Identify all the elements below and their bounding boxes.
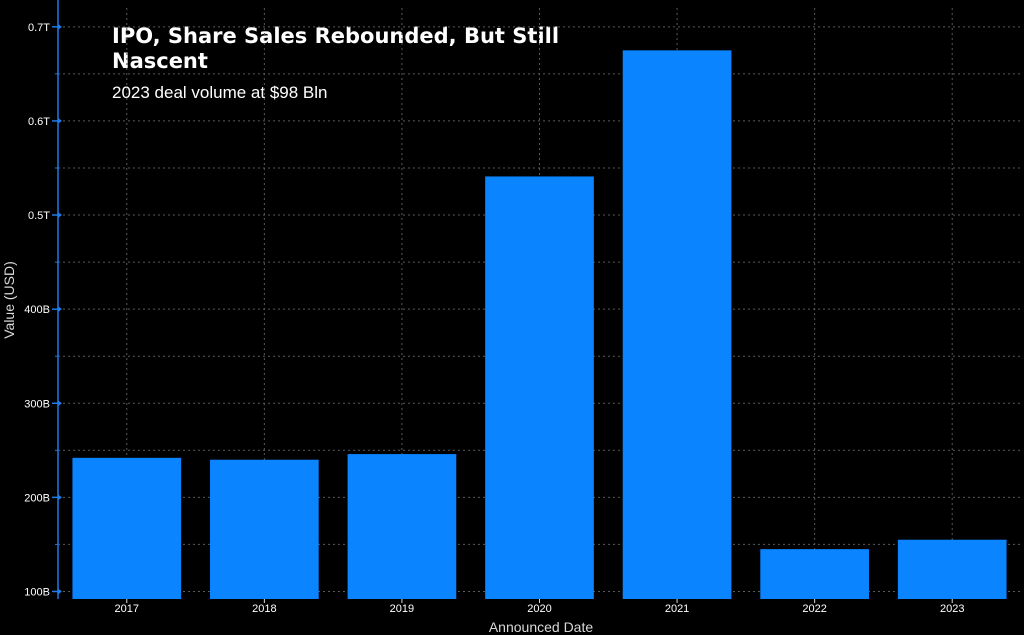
y-tick-label: 300B (24, 398, 50, 410)
x-tick-label: 2018 (252, 603, 276, 615)
y-tick-arrow (58, 306, 62, 313)
x-tick-label: 2020 (527, 603, 551, 615)
bars (72, 50, 1007, 599)
x-axis: 2017 2018 2019 2020 2021 2022 2023 (115, 599, 964, 615)
y-tick-label: 0.5T (28, 210, 50, 222)
x-tick-label: 2021 (665, 603, 689, 615)
y-tick-arrow (58, 494, 62, 501)
bar-2019 (347, 454, 457, 599)
x-axis-label: Announced Date (489, 619, 594, 635)
y-tick-label: 0.6T (28, 116, 50, 128)
y-axis-label: Value (USD) (1, 261, 17, 339)
y-tick-label: 0.7T (28, 22, 50, 34)
y-tick-arrow (58, 117, 62, 124)
y-tick-label: 100B (24, 586, 50, 598)
y-tick-arrow (58, 212, 62, 219)
y-axis: 100B 200B 300B 400B 0.5T 0.6T 0.7T (24, 0, 62, 599)
y-tick-label: 200B (24, 492, 50, 504)
y-tick-arrow (58, 588, 62, 595)
y-tick-arrow (58, 23, 62, 30)
y-tick-label: 400B (24, 304, 50, 316)
x-tick-label: 2019 (390, 603, 414, 615)
y-tick-arrow (58, 400, 62, 407)
x-tick-label: 2022 (802, 603, 826, 615)
chart-title: IPO, Share Sales Rebounded, But Still Na… (112, 24, 560, 73)
bar-2022 (760, 549, 869, 599)
bar-2017 (72, 457, 182, 599)
bar-2018 (210, 459, 319, 599)
x-tick-label: 2023 (940, 603, 964, 615)
bar-2020 (485, 176, 594, 599)
bar-2021 (622, 50, 732, 599)
chart-subtitle: 2023 deal volume at $98 Bln (112, 83, 328, 102)
x-tick-label: 2017 (115, 603, 139, 615)
bar-2023 (897, 539, 1007, 599)
